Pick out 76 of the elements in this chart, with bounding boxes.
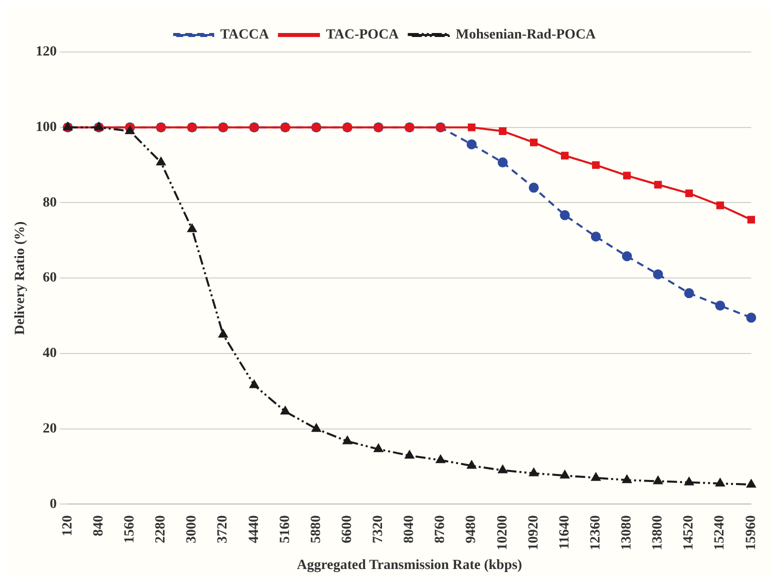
point [684,477,694,486]
x-tick-label: 13080 [620,515,635,550]
point [653,269,664,280]
x-tick-label: 2280 [154,515,169,544]
point [280,406,290,414]
x-axis-title: Aggregated Transmission Rate (kbps) [296,558,522,574]
point [530,138,538,146]
point [405,450,414,459]
point [592,161,600,169]
point [528,182,539,193]
x-tick-label: 5160 [278,515,293,544]
point [623,172,631,180]
point [560,470,570,479]
x-tick-label: 120 [60,515,76,536]
y-tick-label: 40 [42,346,57,362]
point [685,189,693,198]
point [498,157,508,168]
point [622,475,632,484]
point [250,380,259,388]
point [374,444,383,452]
point [590,232,601,242]
point [560,210,570,220]
point [342,436,352,444]
x-tick-label: 1560 [122,515,138,544]
point [466,139,477,150]
x-tick-label: 15960 [744,515,759,550]
point [716,478,725,486]
y-tick-label: 80 [42,195,57,210]
point [715,300,726,311]
x-tick-label: 10200 [495,515,510,550]
legend-label: Mohsenian-Rad-POCA [456,28,597,43]
x-tick-label: 8040 [402,515,418,544]
point [654,476,662,484]
point [498,127,507,135]
point [622,251,632,262]
legend-label: TACCA [220,28,270,43]
y-tick-label: 20 [42,421,57,436]
point [560,152,569,160]
x-tick-label: 3000 [184,515,200,544]
point [529,468,538,476]
x-tick-label: 10920 [526,515,542,550]
point [746,480,756,488]
point [468,124,476,132]
x-tick-label: 14520 [682,515,697,550]
point [156,157,166,166]
point [591,472,600,481]
point [746,312,756,323]
legend-label: TAC-POCA [326,28,400,43]
point [125,126,134,134]
point [716,202,724,210]
y-axis-title: Delivery Ratio (%) [13,221,28,335]
y-tick-label: 120 [36,44,57,60]
y-tick-label: 100 [36,120,57,135]
x-tick-label: 4440 [246,515,262,544]
x-tick-label: 7320 [371,515,386,544]
x-tick-label: 12360 [588,515,604,550]
point [684,288,694,298]
x-tick-label: 6600 [340,515,355,544]
y-tick-label: 60 [42,270,57,286]
x-tick-label: 13800 [650,515,666,550]
point [436,455,446,464]
point [747,216,756,224]
point [188,224,197,232]
point [467,460,476,469]
x-tick-label: 11640 [557,515,572,550]
y-tick-label: 0 [50,496,57,512]
x-tick-label: 3720 [216,515,231,544]
x-tick-label: 8760 [433,515,448,544]
x-tick-label: 840 [91,515,106,536]
x-tick-label: 5880 [308,515,324,544]
point [312,424,321,432]
point [218,330,228,338]
x-tick-label: 15240 [712,515,728,550]
x-tick-label: 9480 [464,515,480,544]
point [654,180,662,188]
point [498,465,508,474]
